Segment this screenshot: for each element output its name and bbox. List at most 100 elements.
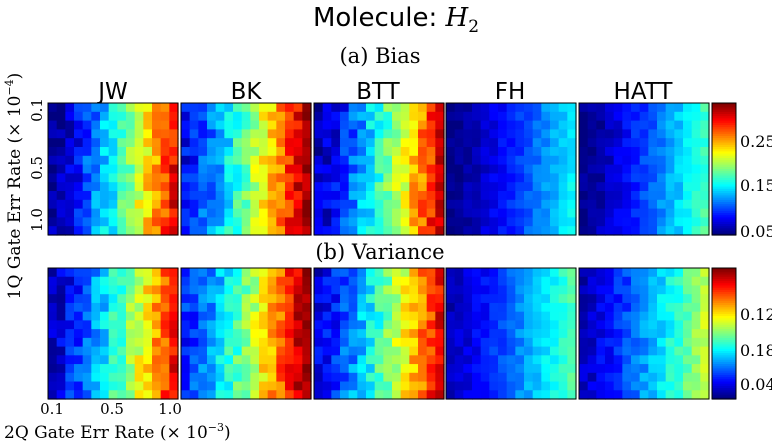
heatmap-cell <box>567 208 577 218</box>
heatmap-cell <box>169 268 179 278</box>
heatmap-cell <box>657 320 667 330</box>
heatmap-cell <box>605 302 615 313</box>
heatmap-cell <box>340 111 350 122</box>
heatmap-cell <box>152 294 162 304</box>
heatmap-cell <box>383 217 393 227</box>
heatmap-cell <box>480 337 490 348</box>
heatmap-cell <box>91 103 101 113</box>
heatmap-cell <box>596 111 606 122</box>
heatmap-cell <box>506 329 516 339</box>
heatmap-cell <box>622 129 632 139</box>
colorbar-segment <box>712 182 736 185</box>
heatmap-cell <box>648 337 658 348</box>
heatmap-cell <box>480 111 490 122</box>
heatmap-cell <box>567 147 577 157</box>
heatmap-cell <box>435 311 445 321</box>
heatmap-cell <box>541 103 551 113</box>
heatmap-cell <box>126 337 136 348</box>
heatmap-cell <box>117 191 127 201</box>
heatmap-cell <box>100 120 110 130</box>
heatmap-cell <box>558 320 568 330</box>
heatmap-cell <box>100 346 110 356</box>
heatmap-cell <box>605 103 615 113</box>
heatmap-cell <box>224 390 234 400</box>
heatmap-cell <box>134 103 144 113</box>
heatmap-cell <box>400 120 410 130</box>
heatmap-cell <box>454 182 464 192</box>
heatmap-cell <box>366 372 376 383</box>
heatmap-cell <box>189 302 199 313</box>
heatmap-cell <box>639 302 649 313</box>
heatmap-cell <box>622 217 632 227</box>
heatmap-cell <box>657 329 667 339</box>
heatmap-cell <box>515 182 525 192</box>
heatmap-cell <box>169 285 179 295</box>
heatmap-cell <box>331 226 341 236</box>
heatmap-cell <box>383 276 393 287</box>
heatmap-cell <box>383 302 393 313</box>
heatmap-cell <box>524 173 534 183</box>
heatmap-cell <box>198 226 208 236</box>
heatmap-cell <box>143 208 153 218</box>
heatmap-cell <box>276 226 286 236</box>
heatmap-cell <box>392 191 402 201</box>
heatmap-cell <box>567 276 577 287</box>
heatmap-cell <box>322 103 332 113</box>
heatmap-cell <box>480 217 490 227</box>
heatmap-cell <box>340 129 350 139</box>
heatmap-cell <box>285 337 295 348</box>
heatmap-cell <box>506 285 516 295</box>
heatmap-cell <box>383 372 393 383</box>
heatmap-cell <box>181 329 191 339</box>
heatmap-cell <box>91 294 101 304</box>
heatmap-cell <box>400 111 410 122</box>
heatmap-cell <box>700 120 710 130</box>
heatmap-cell <box>189 129 199 139</box>
heatmap-cell <box>418 138 428 148</box>
heatmap-cell <box>152 208 162 218</box>
heatmap-cell <box>683 217 693 227</box>
heatmap-cell <box>657 199 667 210</box>
heatmap-cell <box>233 173 243 183</box>
heatmap-cell <box>674 155 684 166</box>
heatmap-panel-hatt <box>578 102 710 236</box>
heatmap-cell <box>160 138 170 148</box>
heatmap-cell <box>82 346 92 356</box>
heatmap-cell <box>426 381 436 391</box>
heatmap-cell <box>587 276 597 287</box>
heatmap-cell <box>648 111 658 122</box>
heatmap-cell <box>48 208 58 218</box>
heatmap-cell <box>259 390 269 400</box>
heatmap-cell <box>657 120 667 130</box>
heatmap-cell <box>480 302 490 313</box>
heatmap-cell <box>126 268 136 278</box>
heatmap-cell <box>91 111 101 122</box>
heatmap-cell <box>498 381 508 391</box>
heatmap-cell <box>691 268 701 278</box>
heatmap-cell <box>558 302 568 313</box>
heatmap-cell <box>348 364 358 374</box>
heatmap-cell <box>374 390 384 400</box>
heatmap-cell <box>108 329 118 339</box>
heatmap-cell <box>108 320 118 330</box>
heatmap-cell <box>648 155 658 166</box>
heatmap-cell <box>100 138 110 148</box>
heatmap-cell <box>340 103 350 113</box>
heatmap-cell <box>515 355 525 365</box>
heatmap-cell <box>322 302 332 313</box>
heatmap-cell <box>515 138 525 148</box>
heatmap-cell <box>366 103 376 113</box>
heatmap-cell <box>435 111 445 122</box>
heatmap-cell <box>631 285 641 295</box>
heatmap-cell <box>400 199 410 210</box>
heatmap-cell <box>374 285 384 295</box>
heatmap-cell <box>409 329 419 339</box>
heatmap-cell <box>515 208 525 218</box>
heatmap-cell <box>567 337 577 348</box>
heatmap-cell <box>657 294 667 304</box>
heatmap-cell <box>169 294 179 304</box>
heatmap-cell <box>152 164 162 174</box>
heatmap-cell <box>579 381 589 391</box>
heatmap-cell <box>348 320 358 330</box>
